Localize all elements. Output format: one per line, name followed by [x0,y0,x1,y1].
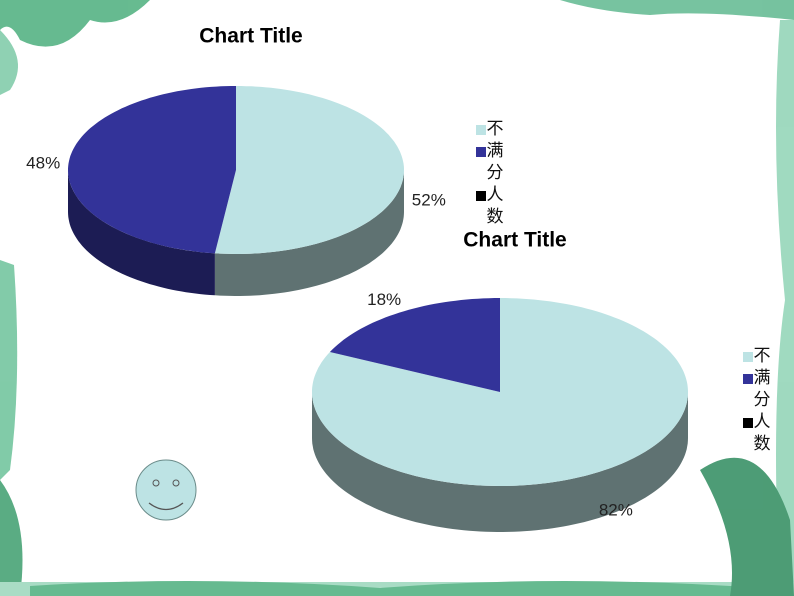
data-label: 52% [412,191,446,210]
legend-marker [476,147,486,157]
legend-label: 人数 [754,412,771,453]
legend-marker [476,191,486,201]
legend-label: 不 [754,346,771,365]
pie-slice [329,298,500,392]
legend-label: 不 [487,119,504,138]
chart-title: Chart Title [463,229,566,252]
legend-marker [743,418,753,428]
pie-side [312,392,688,532]
smiley [135,459,197,521]
legend-marker [743,374,753,384]
legend-marker [476,125,486,135]
data-label: 48% [26,153,60,172]
legend-label: 满分 [487,141,504,182]
pie-slice [214,86,404,254]
data-label: 18% [367,290,401,309]
pie-side [214,170,404,296]
pie-slice [68,86,236,254]
data-label: 82% [599,500,633,519]
legend-label: 满分 [754,368,771,409]
pie-side [68,170,215,296]
legend-marker [743,352,753,362]
chart-title: Chart Title [199,25,302,48]
legend-label: 人数 [487,185,504,226]
